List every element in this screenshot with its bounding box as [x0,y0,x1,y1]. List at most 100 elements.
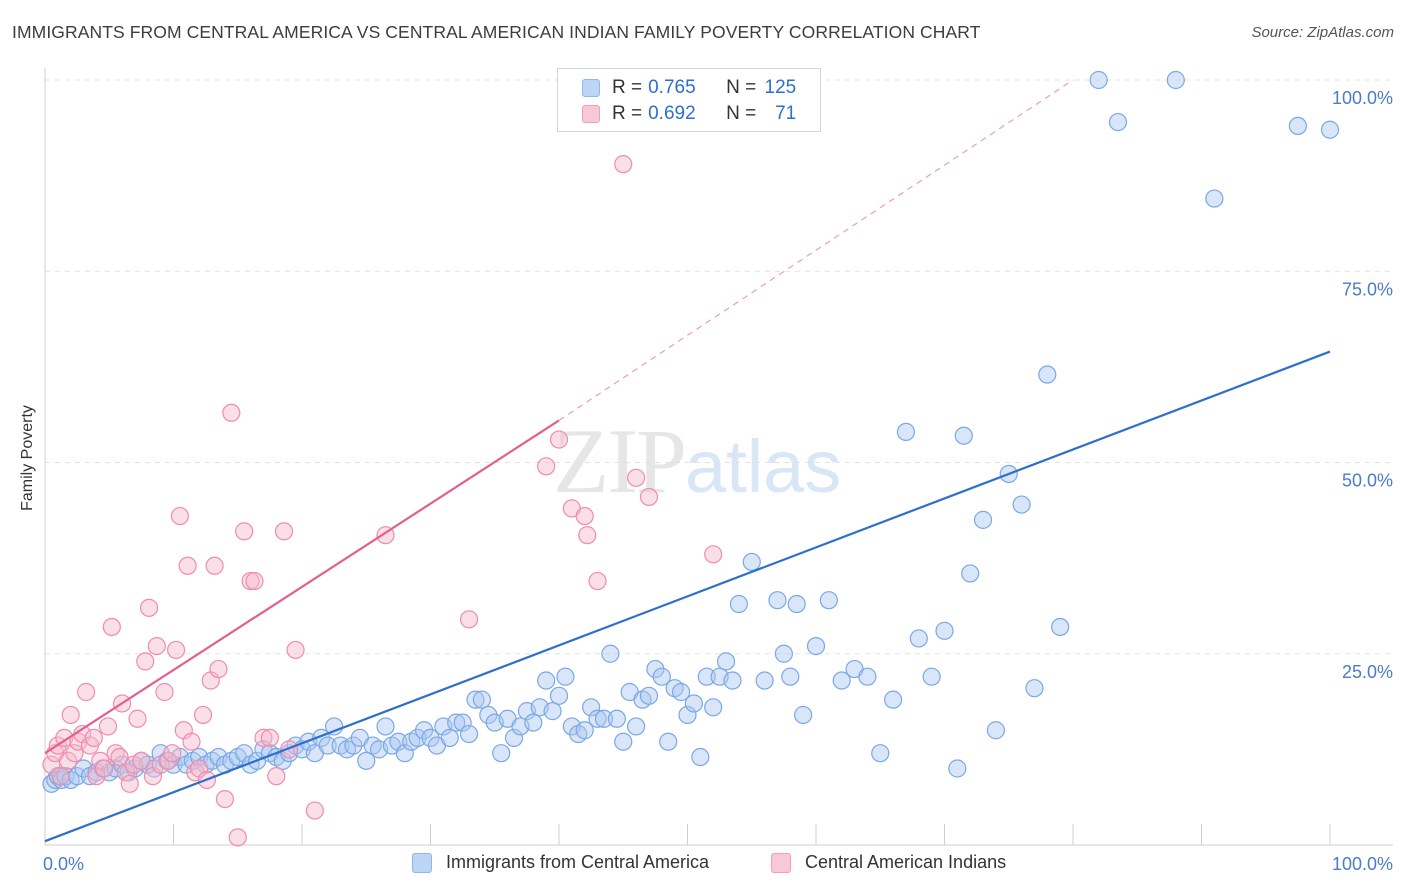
data-point-series-1 [787,594,806,614]
data-point-series-1 [459,724,479,744]
data-point-series-1 [691,747,710,767]
data-point-series-1 [626,717,646,736]
data-point-series-2 [61,705,80,725]
data-point-series-2 [459,610,479,629]
data-point-series-1 [376,717,395,736]
data-point-series-2 [128,709,147,728]
data-point-series-1 [961,564,980,583]
data-point-series-1 [588,709,607,728]
data-point-series-2 [575,506,594,526]
data-point-series-2 [626,468,646,487]
legend-n-value: 125 [764,77,797,98]
data-point-series-1 [922,667,941,686]
data-point-series-2 [537,457,556,476]
data-point-series-1 [1108,112,1128,132]
data-point-series-1 [723,671,742,690]
data-point-series-1 [858,667,877,686]
data-point-series-2 [65,744,84,763]
data-point-series-2 [84,728,103,748]
source-credit: Source: ZipAtlas.com [1251,24,1394,41]
data-point-series-1 [729,594,749,614]
data-point-series-1 [1205,189,1224,208]
legend-swatch-indians [582,105,600,123]
data-point-series-1 [1320,120,1340,139]
data-point-series-1 [883,690,903,709]
data-point-series-2 [578,526,597,545]
x-tick-label: 0.0% [43,854,84,874]
data-point-series-1 [325,717,344,736]
data-point-series-1 [986,721,1006,740]
data-point-series-2 [139,598,159,617]
data-point-series-2 [163,744,182,763]
data-point-series-1 [871,744,890,763]
grid-lines [45,79,1393,655]
legend-item-indians: Central American Indians [771,852,1006,873]
legend-swatch-immigrants [582,79,600,97]
trend-line-1 [44,350,1331,843]
data-point-series-1 [652,667,671,686]
data-point-series-1 [1012,495,1031,514]
data-point-series-2 [588,571,607,591]
data-point-series-2 [205,556,224,575]
trend-lines [44,79,1331,843]
data-point-series-2 [178,556,197,575]
y-tick-label: 25.0% [1342,662,1393,682]
data-point-series-1 [614,732,633,751]
data-point-series-1 [601,644,620,663]
data-point-series-1 [575,721,594,740]
y-tick-label: 50.0% [1342,471,1393,491]
legend-n-label: N = [726,103,757,124]
data-point-series-2 [209,659,228,679]
legend-row-immigrants: R = 0.765 N = 125 [582,76,796,100]
data-point-series-1 [395,744,414,763]
data-point-series-1 [806,636,826,656]
data-point-series-1 [768,591,787,610]
data-point-series-2 [305,801,324,820]
data-point-series-1 [357,751,376,770]
data-point-series-1 [504,728,524,748]
data-point-series-1 [659,732,678,751]
watermark-atlas: atlas [685,425,842,508]
correlation-legend: R = 0.765 N = 125 R = 0.692 N = 71 [557,68,821,132]
data-point-series-1 [755,671,774,690]
data-point-series-2 [147,636,166,656]
data-point-series-2 [639,487,659,507]
data-point-series-1 [742,552,761,572]
data-point-series-1 [389,732,408,751]
data-point-series-2 [614,155,633,174]
data-point-series-2 [166,640,186,660]
data-point-series-1 [466,690,485,709]
y-tick-label: 75.0% [1342,279,1393,299]
data-point-series-1 [447,713,466,732]
data-point-series-1 [781,667,800,686]
data-point-series-1 [549,686,569,705]
legend-r-value: 0.765 [648,77,696,98]
data-point-series-1 [1038,365,1057,384]
data-point-series-1 [909,629,928,648]
legend-swatch-immigrants [412,852,432,873]
data-point-series-1 [678,705,697,725]
watermark: ZIPatlas [553,408,841,514]
data-point-series-2 [286,640,305,660]
data-point-series-2 [102,617,121,637]
legend-r-label: R = [612,103,643,124]
trend-line-2 [44,419,560,755]
chart-title: IMMIGRANTS FROM CENTRAL AMERICA VS CENTR… [12,22,981,42]
data-point-series-2 [280,740,299,759]
data-point-series-1 [948,759,967,778]
data-point-series-2 [55,728,74,748]
data-point-series-1 [472,690,491,709]
data-point-series-1 [704,698,723,717]
data-point-series-1 [954,426,973,445]
data-point-series-1 [1166,70,1185,90]
data-point-series-2 [51,767,70,786]
data-point-series-1 [318,736,337,755]
data-point-series-2 [267,767,286,786]
data-point-series-2 [704,545,723,564]
series-legend: Immigrants from Central America Central … [0,852,1406,878]
data-points [42,70,1340,847]
data-point-series-1 [440,728,459,748]
data-point-series-1 [697,667,716,686]
data-point-series-2 [132,751,151,770]
